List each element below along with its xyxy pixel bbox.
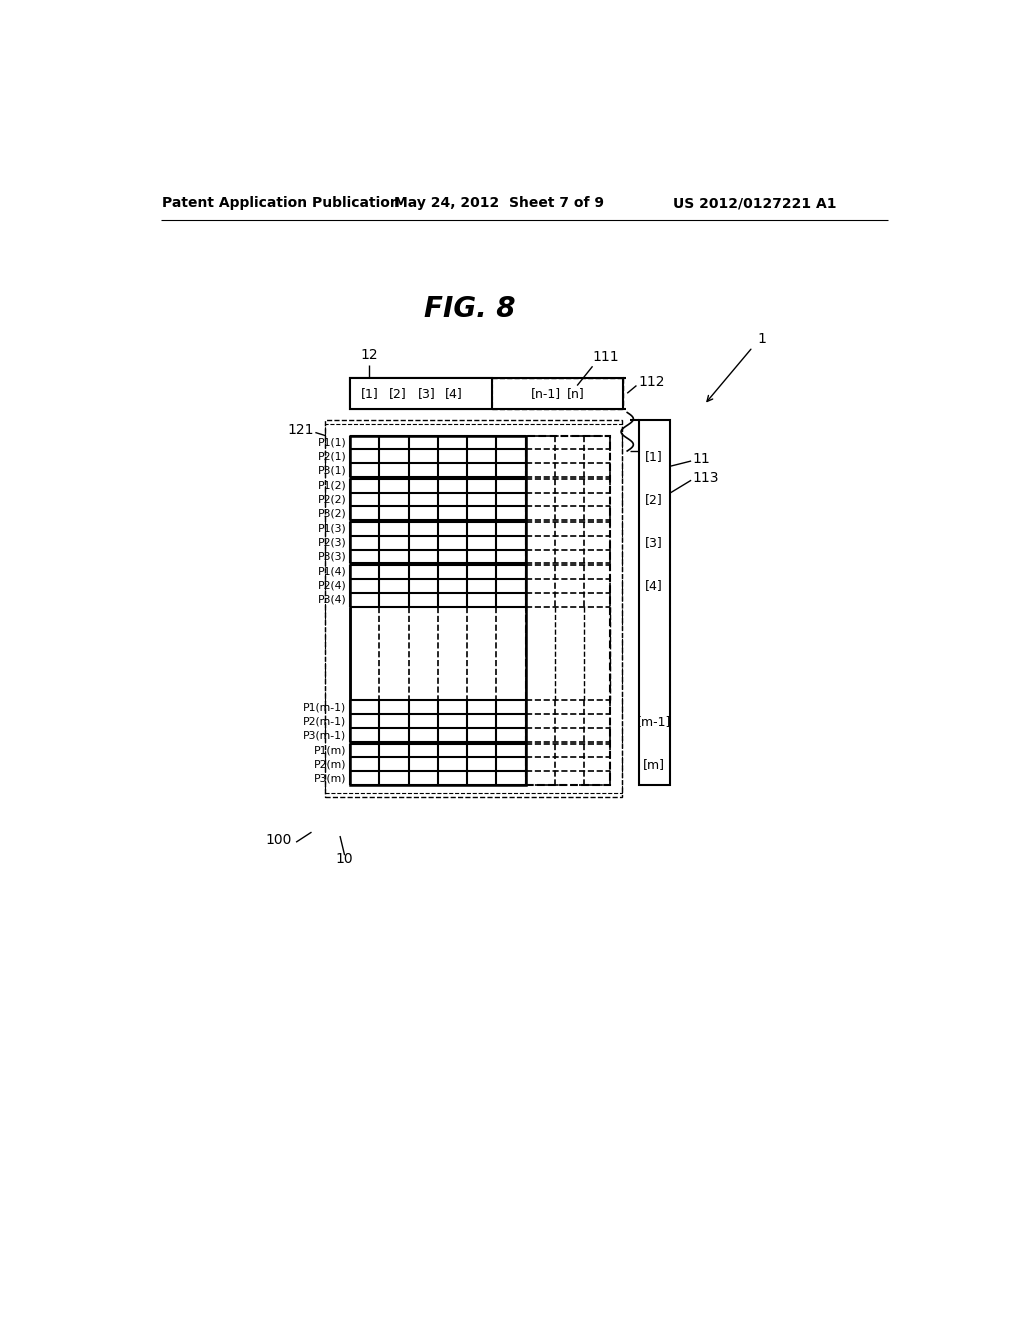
Bar [639, 420, 670, 785]
Text: P3(2): P3(2) [317, 508, 346, 519]
Text: [4]: [4] [445, 387, 463, 400]
Text: [4]: [4] [645, 579, 663, 593]
Text: P1(2): P1(2) [317, 480, 346, 491]
Text: P2(m-1): P2(m-1) [303, 717, 346, 726]
Text: [2]: [2] [389, 387, 407, 400]
Text: P2(1): P2(1) [317, 451, 346, 462]
Text: [1]: [1] [645, 450, 663, 463]
Text: [m-1]: [m-1] [637, 714, 672, 727]
Bar [325, 424, 622, 793]
Text: P3(4): P3(4) [317, 594, 346, 605]
Text: 112: 112 [639, 375, 666, 388]
Text: [n]: [n] [566, 387, 585, 400]
Text: 10: 10 [336, 853, 353, 866]
Bar [350, 378, 624, 409]
Text: P1(4): P1(4) [317, 566, 346, 577]
Text: 11: 11 [692, 451, 711, 466]
Text: 1: 1 [758, 333, 766, 346]
Text: P3(m-1): P3(m-1) [303, 730, 346, 741]
Text: [2]: [2] [645, 492, 663, 506]
Text: [n-1]: [n-1] [531, 387, 561, 400]
Text: P1(m): P1(m) [313, 746, 346, 755]
Bar [350, 436, 525, 785]
Text: P1(m-1): P1(m-1) [303, 702, 346, 713]
Text: P3(1): P3(1) [317, 465, 346, 475]
Text: P3(3): P3(3) [317, 552, 346, 561]
Text: P1(1): P1(1) [317, 437, 346, 447]
Text: P1(3): P1(3) [317, 524, 346, 533]
Text: 113: 113 [692, 471, 719, 484]
Text: 12: 12 [360, 347, 378, 362]
Text: May 24, 2012  Sheet 7 of 9: May 24, 2012 Sheet 7 of 9 [393, 197, 603, 210]
Bar [325, 420, 622, 797]
Text: [3]: [3] [418, 387, 436, 400]
Text: FIG. 8: FIG. 8 [424, 294, 515, 322]
Text: US 2012/0127221 A1: US 2012/0127221 A1 [673, 197, 836, 210]
Text: Patent Application Publication: Patent Application Publication [162, 197, 399, 210]
Bar [350, 378, 493, 409]
Text: 100: 100 [266, 833, 292, 847]
Text: P2(m): P2(m) [313, 759, 346, 770]
Text: 111: 111 [593, 350, 620, 364]
Text: [1]: [1] [360, 387, 378, 400]
Text: [3]: [3] [645, 536, 663, 549]
Text: P2(2): P2(2) [317, 495, 346, 504]
Text: 121: 121 [288, 424, 313, 437]
Text: P2(3): P2(3) [317, 537, 346, 548]
Text: P2(4): P2(4) [317, 581, 346, 591]
Bar [525, 436, 610, 785]
Text: P3(m): P3(m) [313, 774, 346, 783]
Text: [m]: [m] [643, 758, 666, 771]
